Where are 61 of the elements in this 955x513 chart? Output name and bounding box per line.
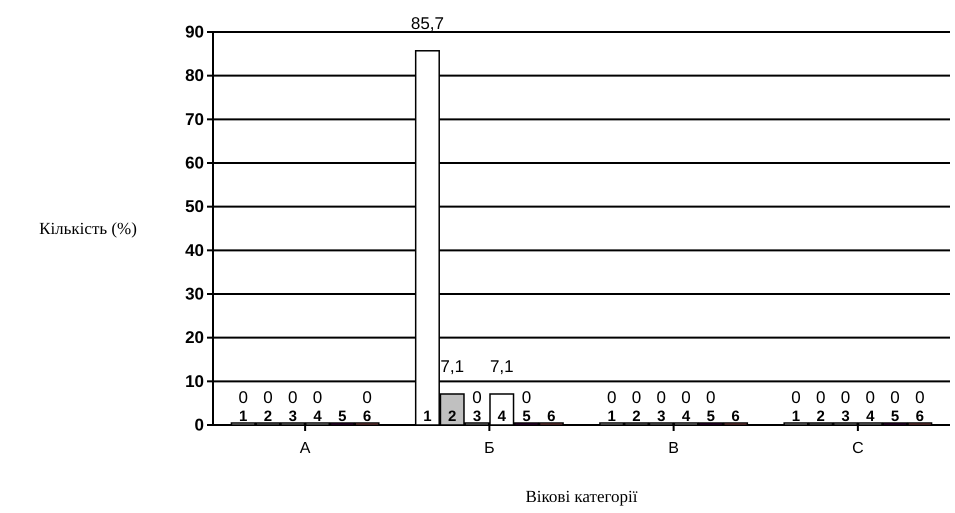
text: 6 — [916, 408, 924, 425]
data-label: 7,1 — [490, 356, 514, 376]
data-label: 0 — [791, 388, 801, 407]
text: 1 — [792, 408, 800, 425]
data-label: 0 — [915, 388, 925, 407]
data-label: 0 — [816, 388, 826, 407]
data-label: 0 — [890, 388, 900, 407]
data-label: 0 — [632, 388, 642, 407]
data-label: 0 — [263, 388, 273, 407]
text: 2 — [448, 408, 456, 425]
series-label: 4 — [313, 408, 322, 425]
series-label: 6 — [362, 408, 372, 425]
text: 4 — [682, 408, 690, 425]
series-label: 1 — [239, 408, 248, 425]
y-tick-label: 40 — [185, 240, 204, 260]
data-label: 0 — [288, 388, 298, 407]
data-label: 0 — [840, 388, 850, 407]
text: 6 — [547, 408, 556, 425]
data-label: 0 — [681, 388, 691, 407]
series-label: 5 — [338, 408, 346, 425]
y-axis-title: Кількість (%) — [39, 219, 137, 238]
data-label: 0 — [362, 388, 372, 407]
text: 3 — [657, 408, 666, 425]
x-tick-label: В — [668, 440, 679, 458]
y-tick-label: 80 — [185, 66, 204, 86]
x-tick-label: Б — [484, 440, 495, 458]
y-tick-label: 50 — [185, 197, 204, 216]
text: 3 — [472, 408, 482, 425]
text: 3 — [841, 408, 850, 425]
x-tick-label: С — [852, 440, 864, 458]
y-tick-label: 60 — [185, 153, 204, 172]
series-label: 3 — [288, 408, 297, 425]
text: 6 — [731, 408, 740, 425]
x-tick-label: A — [300, 440, 311, 458]
text: 2 — [632, 408, 641, 425]
data-label: 7,1 — [440, 356, 464, 376]
text: 4 — [866, 408, 874, 425]
y-tick-label: 20 — [185, 328, 204, 348]
text: 1 — [608, 408, 616, 425]
data-label: 85,7 — [410, 14, 444, 33]
data-label: 0 — [866, 388, 875, 407]
y-tick-label: 70 — [185, 110, 204, 129]
text: 5 — [706, 408, 715, 425]
y-tick-label: 10 — [185, 372, 204, 391]
text: 4 — [498, 408, 506, 425]
text: 5 — [522, 408, 531, 425]
x-axis-title: Вікові категорії — [525, 487, 638, 506]
y-tick-label: 30 — [185, 284, 204, 304]
data-label: 0 — [656, 388, 666, 407]
data-label: 0 — [238, 388, 248, 407]
data-label: 0 — [606, 388, 616, 407]
text: 1 — [423, 408, 432, 425]
data-label: 0 — [312, 388, 322, 407]
series-label: 2 — [264, 408, 272, 425]
data-label: 0 — [522, 388, 532, 407]
text: 5 — [890, 408, 900, 425]
y-tick-label: 90 — [185, 22, 204, 42]
y-tick-label: 0 — [194, 415, 204, 434]
data-label: 0 — [706, 388, 716, 407]
text: 2 — [816, 408, 825, 425]
data-label: 0 — [472, 388, 482, 407]
